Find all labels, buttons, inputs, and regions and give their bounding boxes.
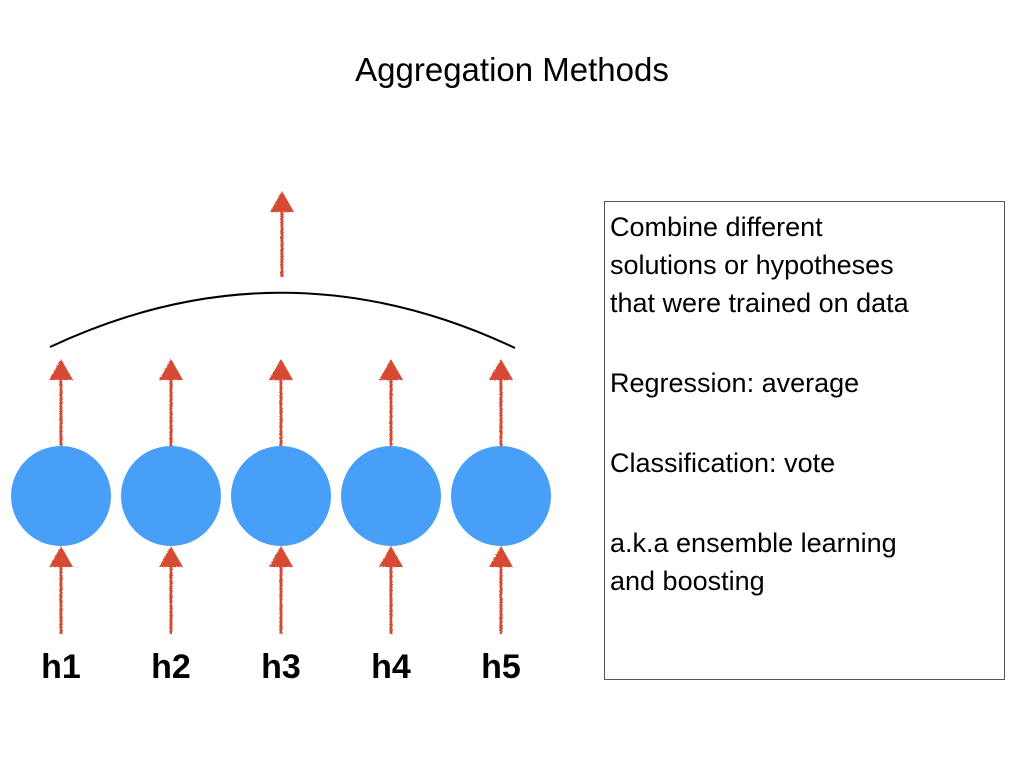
info-line: solutions or hypotheses xyxy=(610,250,894,280)
hypothesis-node xyxy=(341,446,441,546)
input-arrow-icon xyxy=(379,546,403,634)
hypothesis-h1: h1 xyxy=(11,359,111,686)
hypothesis-label: h1 xyxy=(41,648,81,686)
input-arrow-icon xyxy=(489,546,513,634)
up-arrow-icon xyxy=(269,359,293,446)
output-arrow-icon xyxy=(270,191,294,277)
hypothesis-h4: h4 xyxy=(341,359,441,686)
info-line: Regression: average xyxy=(610,368,860,398)
up-arrow-icon xyxy=(489,359,513,446)
info-line: Combine different xyxy=(610,212,823,242)
input-arrow-icon xyxy=(269,546,293,634)
aggregation-curve xyxy=(49,291,516,349)
info-line: that were trained on data xyxy=(610,288,909,318)
hypothesis-label: h3 xyxy=(261,648,301,686)
hypothesis-label: h2 xyxy=(151,648,191,686)
slide-title: Aggregation Methods xyxy=(355,51,669,88)
up-arrow-icon xyxy=(159,359,183,446)
hypothesis-node xyxy=(231,446,331,546)
up-arrow-icon xyxy=(49,359,73,446)
info-line: Classification: vote xyxy=(610,448,836,478)
info-paragraph-classification: Classification: vote xyxy=(610,444,998,482)
hypothesis-node xyxy=(121,446,221,546)
hypothesis-label: h4 xyxy=(371,648,411,686)
info-line: a.k.a ensemble learning xyxy=(610,528,897,558)
info-paragraph-aka: a.k.a ensemble learning and boosting xyxy=(610,524,998,600)
info-paragraph-combine: Combine different solutions or hypothese… xyxy=(610,208,998,322)
info-paragraph-regression: Regression: average xyxy=(610,364,998,402)
input-arrow-icon xyxy=(49,546,73,634)
hypothesis-h3: h3 xyxy=(231,359,331,686)
info-box: Combine different solutions or hypothese… xyxy=(604,201,1005,680)
up-arrow-icon xyxy=(379,359,403,446)
hypothesis-h5: h5 xyxy=(451,359,551,686)
info-line: and boosting xyxy=(610,566,765,596)
hypothesis-label: h5 xyxy=(481,648,521,686)
hypothesis-node xyxy=(451,446,551,546)
hypothesis-h2: h2 xyxy=(121,359,221,686)
input-arrow-icon xyxy=(159,546,183,634)
hypothesis-node xyxy=(11,446,111,546)
